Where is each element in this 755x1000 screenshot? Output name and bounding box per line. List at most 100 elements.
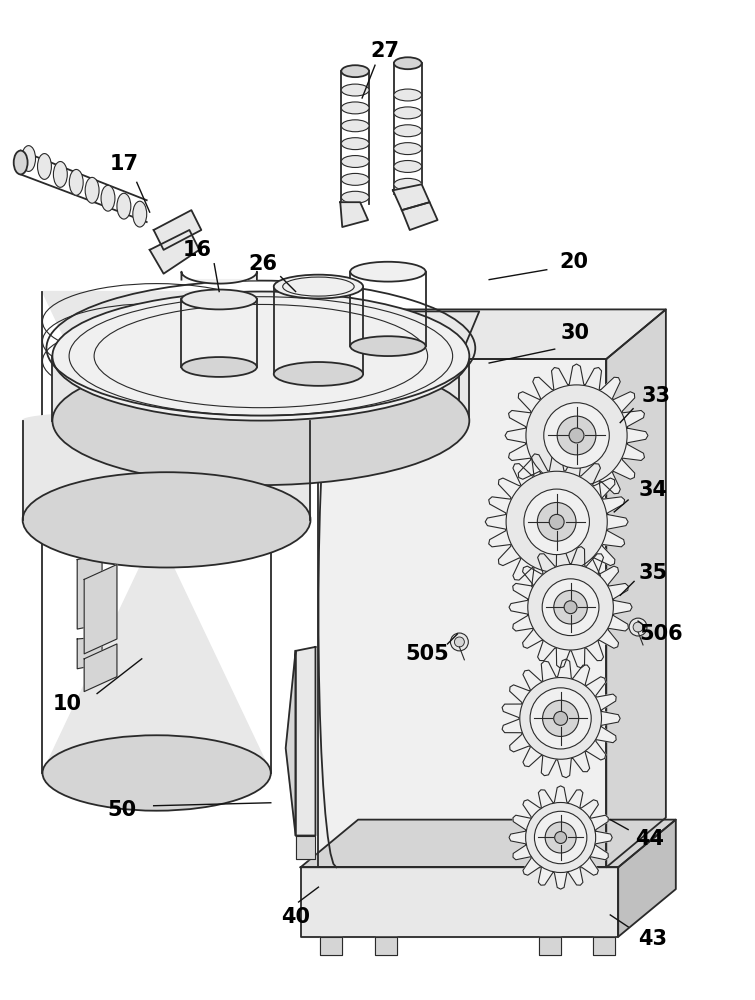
Ellipse shape (52, 292, 470, 421)
Polygon shape (154, 210, 202, 250)
Circle shape (524, 489, 590, 555)
Ellipse shape (394, 57, 422, 69)
Circle shape (525, 802, 596, 873)
Polygon shape (539, 937, 561, 955)
Text: 505: 505 (405, 644, 449, 664)
Polygon shape (320, 937, 342, 955)
Ellipse shape (274, 362, 363, 386)
Polygon shape (77, 637, 102, 669)
Polygon shape (341, 202, 368, 227)
Circle shape (554, 590, 587, 624)
Circle shape (629, 618, 647, 636)
Polygon shape (509, 786, 612, 889)
Ellipse shape (341, 84, 369, 96)
Ellipse shape (341, 120, 369, 132)
Polygon shape (485, 450, 628, 593)
Polygon shape (52, 337, 470, 421)
Text: 50: 50 (107, 800, 137, 820)
Ellipse shape (69, 169, 83, 195)
Polygon shape (84, 644, 117, 692)
Ellipse shape (274, 275, 363, 298)
Ellipse shape (22, 146, 35, 171)
Ellipse shape (38, 154, 51, 179)
Text: 10: 10 (53, 694, 82, 714)
Circle shape (538, 502, 576, 541)
Ellipse shape (101, 185, 115, 211)
Polygon shape (502, 659, 620, 778)
Ellipse shape (350, 336, 426, 356)
Text: 33: 33 (642, 386, 670, 406)
Text: 17: 17 (109, 154, 138, 174)
Ellipse shape (394, 107, 422, 119)
Text: 27: 27 (371, 41, 399, 61)
Ellipse shape (181, 290, 257, 309)
Text: 43: 43 (639, 929, 667, 949)
Polygon shape (296, 647, 316, 836)
Polygon shape (393, 184, 430, 210)
Text: 30: 30 (561, 323, 590, 343)
Ellipse shape (394, 178, 422, 190)
Text: 35: 35 (639, 563, 667, 583)
Circle shape (569, 428, 584, 443)
Ellipse shape (341, 156, 369, 167)
Circle shape (555, 832, 566, 843)
Polygon shape (618, 820, 676, 937)
Text: 40: 40 (281, 907, 310, 927)
Polygon shape (319, 309, 666, 359)
Text: 34: 34 (639, 480, 667, 500)
Polygon shape (606, 309, 666, 867)
Circle shape (549, 514, 564, 529)
Polygon shape (42, 292, 271, 811)
Ellipse shape (350, 262, 426, 282)
Ellipse shape (85, 177, 99, 203)
Ellipse shape (52, 356, 470, 485)
Ellipse shape (394, 125, 422, 137)
Text: 506: 506 (639, 624, 683, 644)
Polygon shape (296, 836, 316, 859)
Ellipse shape (341, 65, 369, 77)
Circle shape (542, 579, 599, 636)
Circle shape (528, 564, 613, 650)
Ellipse shape (341, 102, 369, 114)
Ellipse shape (133, 201, 146, 227)
Circle shape (557, 416, 596, 455)
Circle shape (535, 811, 587, 864)
Text: 44: 44 (636, 829, 664, 849)
Circle shape (519, 678, 602, 759)
Polygon shape (319, 311, 479, 359)
Polygon shape (149, 230, 199, 274)
Circle shape (543, 700, 579, 736)
Polygon shape (84, 565, 117, 654)
Circle shape (451, 633, 468, 651)
Text: 16: 16 (183, 240, 212, 260)
Ellipse shape (117, 193, 131, 219)
Polygon shape (319, 359, 606, 867)
Polygon shape (300, 820, 676, 867)
Ellipse shape (181, 357, 257, 377)
Circle shape (530, 688, 591, 749)
Circle shape (455, 637, 464, 647)
Ellipse shape (341, 138, 369, 150)
Polygon shape (509, 547, 632, 668)
Polygon shape (593, 937, 615, 955)
Text: 20: 20 (559, 252, 588, 272)
Circle shape (564, 601, 577, 614)
Ellipse shape (341, 191, 369, 203)
Polygon shape (77, 555, 102, 629)
Ellipse shape (23, 472, 310, 567)
Polygon shape (285, 651, 296, 836)
Ellipse shape (341, 173, 369, 185)
Polygon shape (300, 867, 618, 937)
Ellipse shape (42, 735, 271, 811)
Polygon shape (181, 272, 257, 284)
Circle shape (553, 711, 568, 725)
Ellipse shape (394, 89, 422, 101)
Polygon shape (23, 411, 310, 520)
Ellipse shape (14, 151, 28, 174)
Circle shape (633, 622, 643, 632)
Polygon shape (375, 937, 397, 955)
Polygon shape (319, 359, 459, 421)
Ellipse shape (394, 161, 422, 172)
Ellipse shape (54, 162, 67, 187)
Ellipse shape (394, 143, 422, 155)
